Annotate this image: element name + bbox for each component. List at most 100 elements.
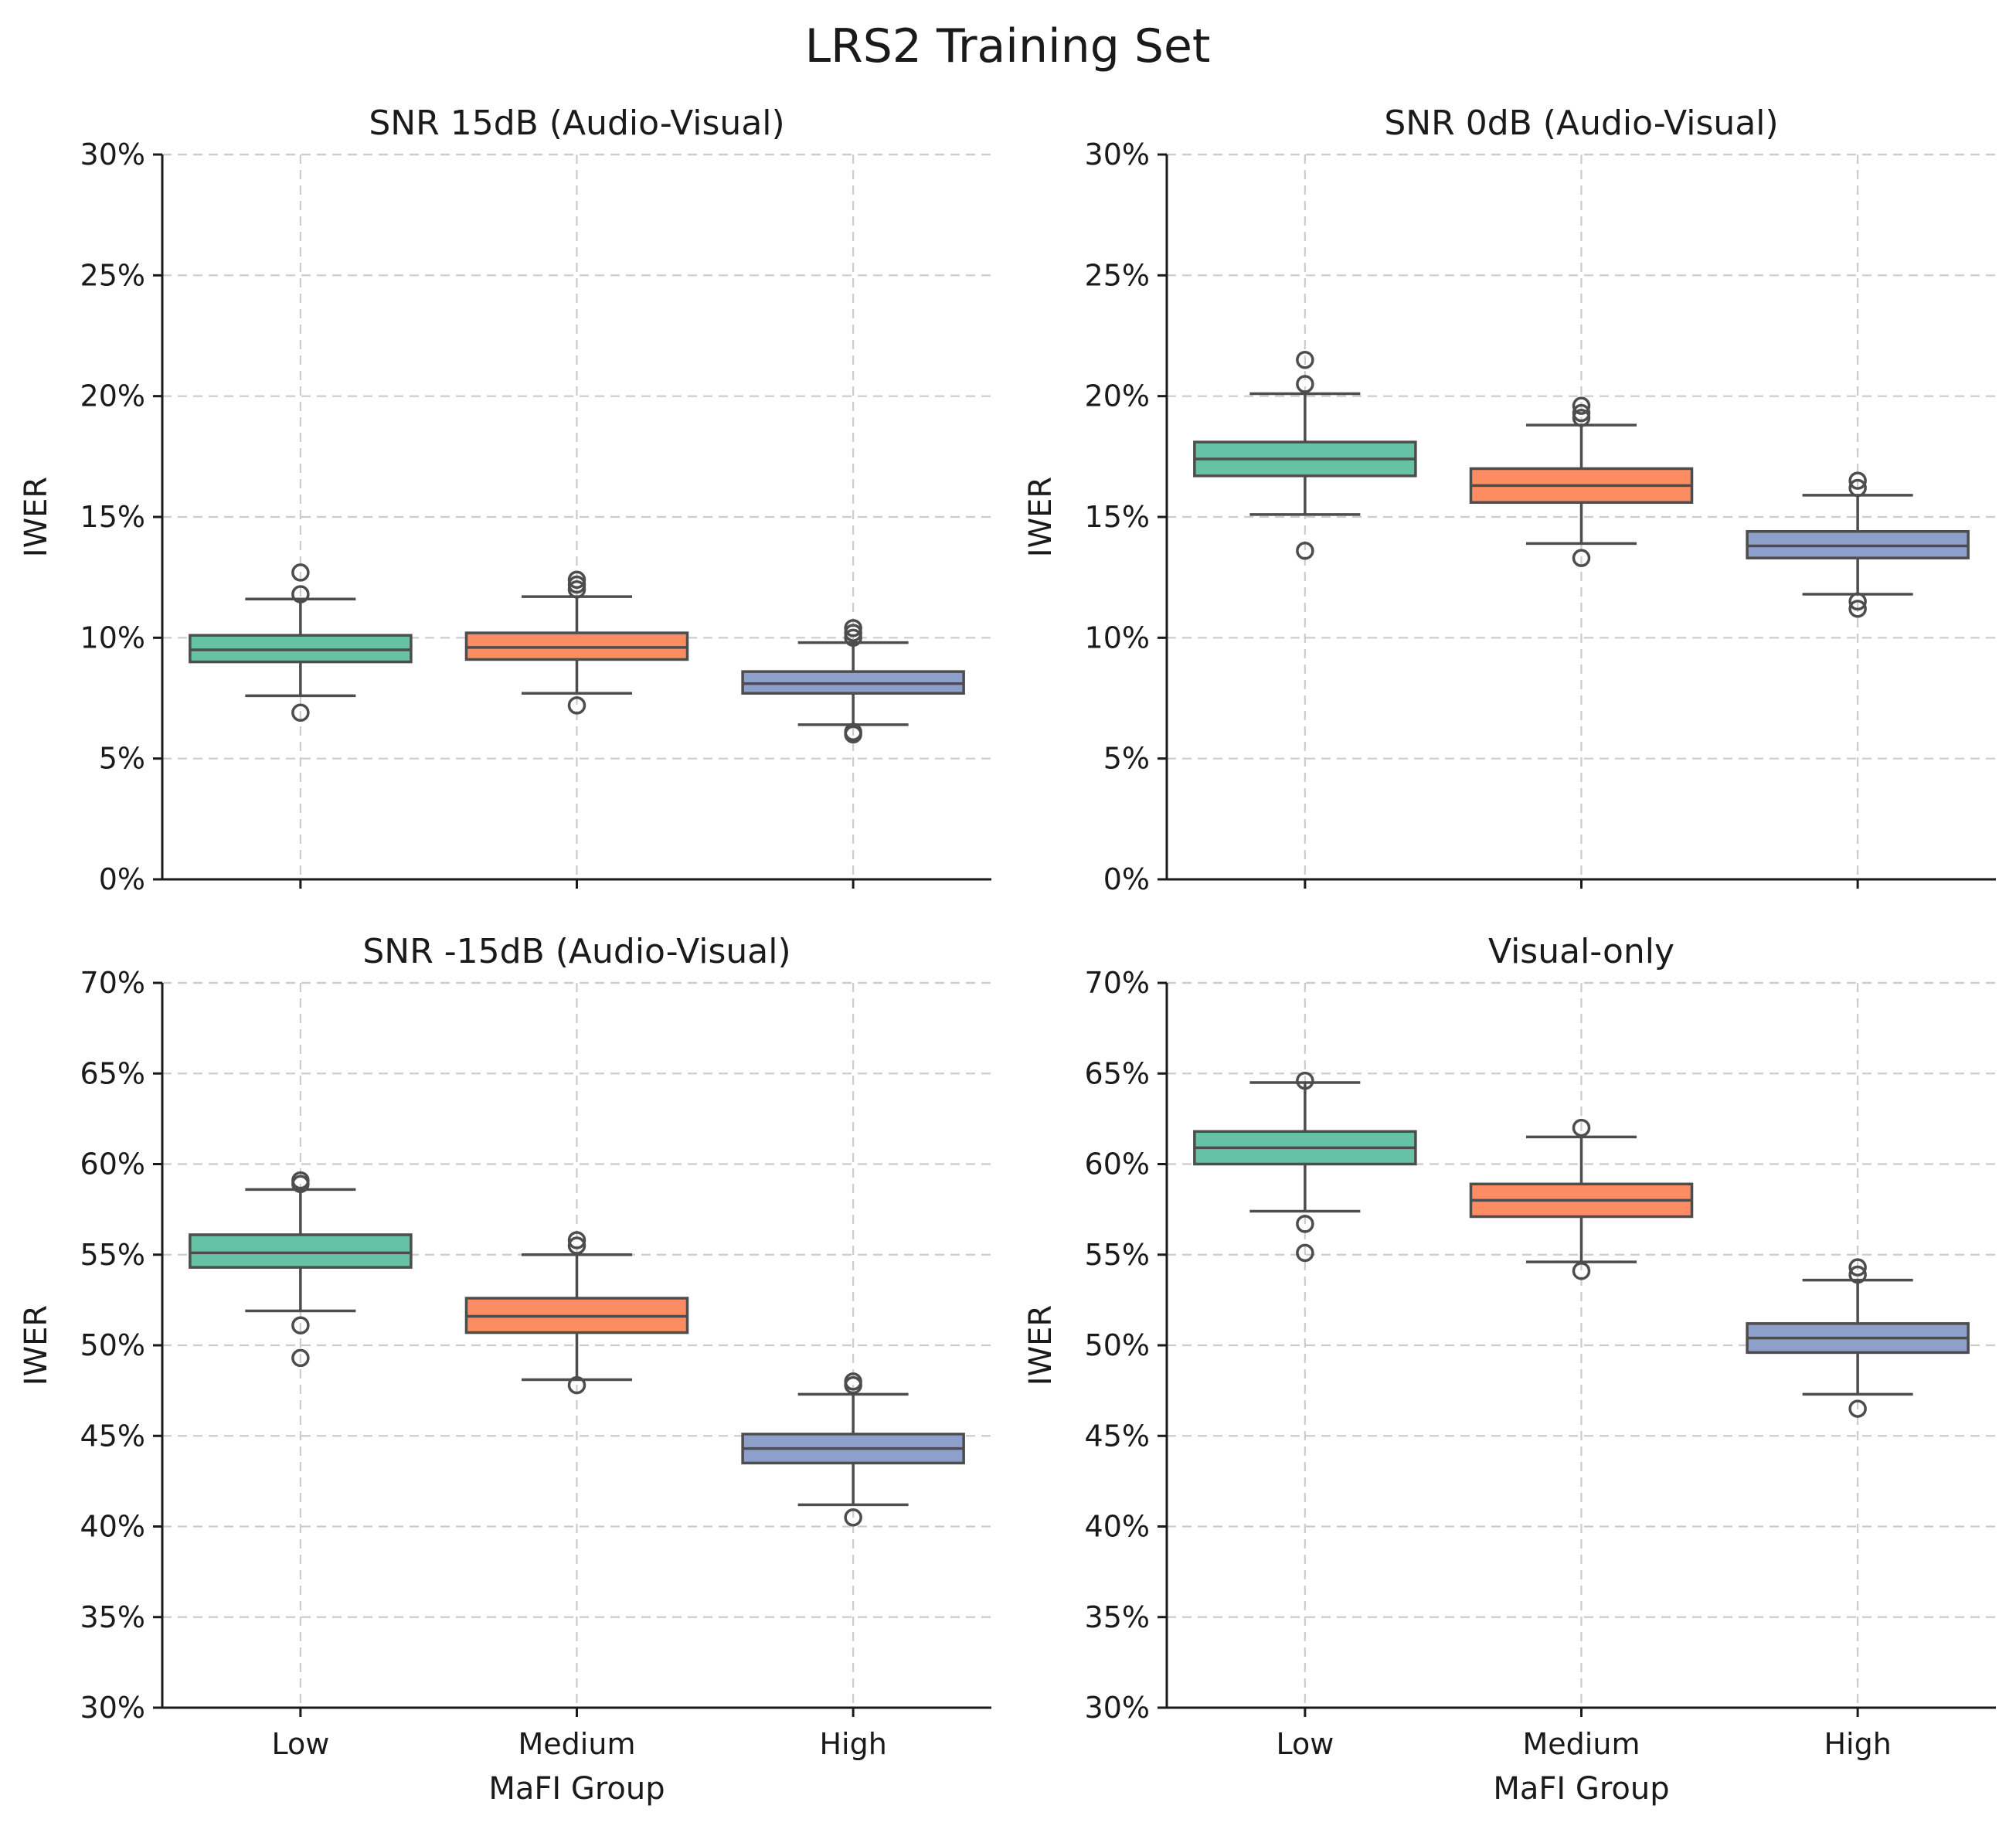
outlier-point <box>1296 542 1314 560</box>
outlier-point <box>567 570 586 590</box>
outlier-point <box>1296 1215 1314 1233</box>
y-tick-label: 60% <box>80 1147 145 1181</box>
outlier-point <box>844 1375 862 1395</box>
y-tick-label: 40% <box>80 1510 145 1544</box>
outlier-point <box>1572 403 1591 423</box>
outlier-point <box>1848 1265 1867 1284</box>
y-tick-label: 30% <box>1085 138 1150 172</box>
box-low <box>1193 1071 1417 1263</box>
box-high <box>741 619 965 744</box>
subplot-title: Visual-only <box>1488 932 1674 971</box>
outlier-point <box>291 1316 310 1334</box>
y-axis-label: IWER <box>19 1305 54 1385</box>
y-tick-label: 45% <box>80 1419 145 1453</box>
y-tick-label: 25% <box>1085 258 1150 292</box>
y-tick-label: 25% <box>80 258 145 292</box>
chart-panel-3: 30% 35% 40% 45% 50% 55% 60% 65% 70% Low Medium High… <box>19 932 991 1807</box>
y-tick-label: 70% <box>80 966 145 1000</box>
outlier-point <box>291 563 310 582</box>
outlier-point <box>567 580 586 599</box>
outlier-point <box>291 1348 310 1368</box>
outlier-point <box>291 1175 310 1194</box>
subplot-title: SNR -15dB (Audio-Visual) <box>362 932 790 971</box>
box-medium <box>1469 1118 1694 1280</box>
outlier-point <box>1848 1399 1867 1418</box>
outlier-point <box>567 1236 586 1255</box>
y-tick-label: 40% <box>1085 1510 1150 1544</box>
box-medium <box>1469 396 1694 567</box>
y-tick-label: 60% <box>1085 1147 1150 1181</box>
y-tick-label: 15% <box>80 500 145 534</box>
y-tick-label: 35% <box>80 1600 145 1634</box>
y-axis-label: IWER <box>1023 1305 1059 1385</box>
outlier-point <box>1848 600 1867 618</box>
y-tick-label: 20% <box>80 379 145 413</box>
y-tick-label: 30% <box>80 1691 145 1725</box>
y-tick-label: 55% <box>80 1238 145 1272</box>
x-tick-label: Low <box>271 1727 329 1761</box>
y-axis-label: IWER <box>1023 477 1059 557</box>
y-tick-label: 70% <box>1085 966 1150 1000</box>
chart-panel-4: 30% 35% 40% 45% 50% 55% 60% 65% 70% Low Medium High… <box>1023 932 1996 1807</box>
outlier-point <box>1572 549 1591 567</box>
outlier-point <box>1848 592 1867 611</box>
outlier-point <box>291 703 310 722</box>
y-tick-label: 0% <box>99 862 145 896</box>
box-high <box>1746 471 1970 618</box>
panels: 0% 5% 10% 15% 20% 25% 30% SNR 15dB (Audio-Visua… <box>19 104 1996 1807</box>
box-low <box>189 563 413 722</box>
y-axis-label: IWER <box>19 477 54 557</box>
outlier-point <box>1848 478 1867 498</box>
y-tick-label: 45% <box>1085 1419 1150 1453</box>
outlier-point <box>844 624 862 642</box>
outlier-point <box>567 1375 586 1395</box>
outlier-point <box>567 575 586 594</box>
outlier-point <box>844 628 862 648</box>
y-tick-label: 20% <box>1085 379 1150 413</box>
outlier-point <box>1572 396 1591 415</box>
y-tick-label: 10% <box>1085 620 1150 654</box>
y-tick-label: 30% <box>80 138 145 172</box>
outlier-point <box>844 725 862 744</box>
x-axis-label: MaFI Group <box>488 1771 665 1807</box>
x-axis-label: MaFI Group <box>1493 1771 1669 1807</box>
outlier-point <box>1848 1258 1867 1277</box>
box-high <box>741 1372 965 1527</box>
y-tick-label: 65% <box>1085 1056 1150 1090</box>
y-tick-label: 15% <box>1085 500 1150 534</box>
outlier-point <box>1572 409 1591 427</box>
outlier-point <box>844 619 862 637</box>
outlier-point <box>1296 351 1314 369</box>
outlier-point <box>1848 471 1867 490</box>
y-tick-label: 10% <box>80 620 145 654</box>
subplot-title: SNR 15dB (Audio-Visual) <box>369 104 784 143</box>
chart-panel-1: 0% 5% 10% 15% 20% 25% 30% SNR 15dB (Audio-Visua… <box>19 104 991 896</box>
y-tick-label: 65% <box>80 1056 145 1090</box>
outlier-point <box>1296 1243 1314 1263</box>
y-tick-label: 5% <box>1103 742 1150 776</box>
box-medium <box>464 570 689 715</box>
subplot-title: SNR 0dB (Audio-Visual) <box>1384 104 1778 143</box>
box-medium <box>464 1231 689 1395</box>
chart-panel-2: 0% 5% 10% 15% 20% 25% 30% SNR 0dB (Audio-Visual… <box>1023 104 1996 896</box>
x-tick-label: Low <box>1276 1727 1334 1761</box>
y-tick-label: 55% <box>1085 1238 1150 1272</box>
outlier-point <box>1572 1118 1591 1137</box>
x-tick-label: High <box>1824 1727 1891 1761</box>
outlier-point <box>1296 375 1314 393</box>
x-tick-label: Medium <box>1523 1727 1640 1761</box>
box-low <box>189 1171 413 1368</box>
box-low <box>1193 351 1417 560</box>
outlier-point <box>567 1231 586 1249</box>
y-tick-label: 50% <box>1085 1328 1150 1362</box>
box-high <box>1746 1258 1970 1418</box>
y-tick-label: 30% <box>1085 1691 1150 1725</box>
figure-title: LRS2 Training Set <box>805 19 1211 73</box>
outlier-point <box>567 696 586 715</box>
outlier-point <box>1296 1071 1314 1090</box>
box-iqr <box>189 1233 413 1269</box>
y-tick-label: 5% <box>99 742 145 776</box>
x-tick-label: High <box>819 1727 886 1761</box>
x-tick-label: Medium <box>518 1727 636 1761</box>
